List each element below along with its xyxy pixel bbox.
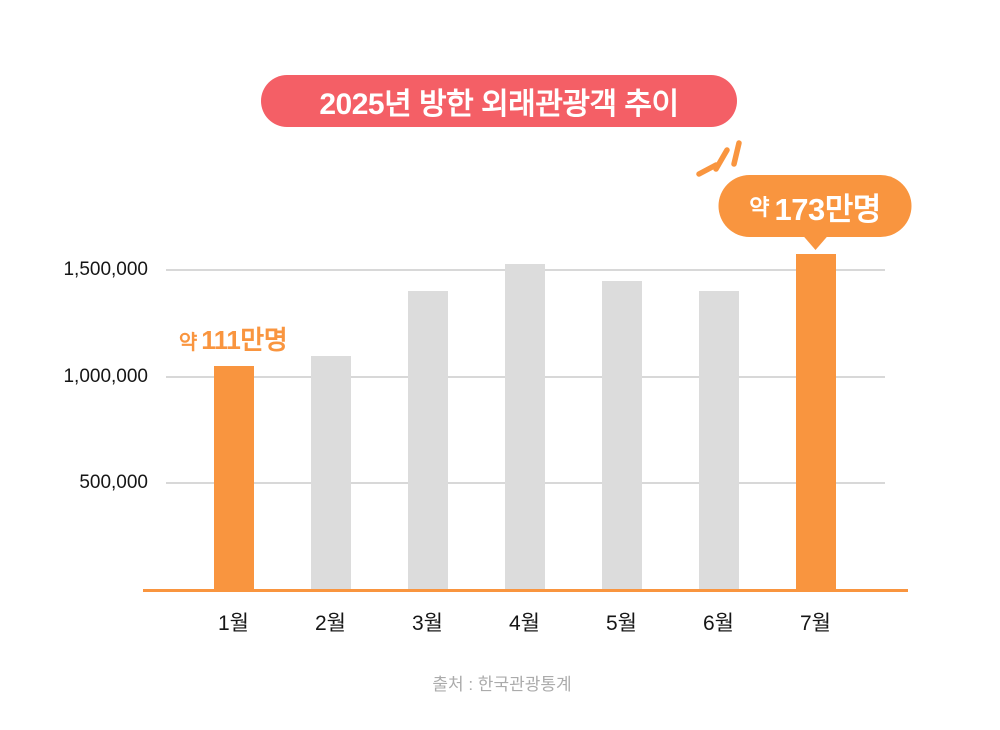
x-axis-label-6월: 6월	[703, 612, 734, 635]
annotation-january-value: 111만명	[201, 325, 288, 355]
bar-2월	[310, 356, 351, 590]
x-axis-label-4월: 4월	[509, 612, 540, 635]
x-axis-label-5월: 5월	[606, 612, 637, 635]
bar-6월	[698, 291, 739, 590]
bar-1월	[213, 366, 254, 590]
annotation-january-prefix: 약	[178, 332, 198, 354]
annotation-january: 약 111만명	[178, 320, 288, 357]
chart-title: 2025년 방한 외래관광객 추이	[319, 88, 679, 121]
x-axis-label-7월: 7월	[800, 612, 831, 635]
bubble-tail	[802, 235, 828, 250]
x-axis-label-1월: 1월	[218, 612, 249, 635]
chart-title-badge: 2025년 방한 외래관광객 추이	[261, 75, 737, 127]
y-axis-tick-1,000,000: 1,000,000	[63, 365, 148, 387]
bar-4월	[504, 264, 545, 590]
annotation-july-value: 173만명	[774, 191, 881, 227]
source-caption: 출처 : 한국관광통계	[432, 675, 572, 694]
y-axis-tick-500,000: 500,000	[79, 472, 148, 494]
bar-5월	[601, 281, 642, 590]
x-axis-label-2월: 2월	[315, 612, 346, 635]
bar-7월	[795, 254, 836, 590]
x-axis-label-3월: 3월	[412, 612, 443, 635]
x-axis-line	[143, 589, 908, 592]
emphasis-sparkle-icon	[696, 140, 742, 177]
annotation-july-prefix: 약	[749, 195, 770, 220]
bar-3월	[407, 291, 448, 590]
y-axis-tick-1,500,000: 1,500,000	[63, 259, 148, 280]
annotation-july-bubble: 약 173만명	[718, 175, 912, 250]
